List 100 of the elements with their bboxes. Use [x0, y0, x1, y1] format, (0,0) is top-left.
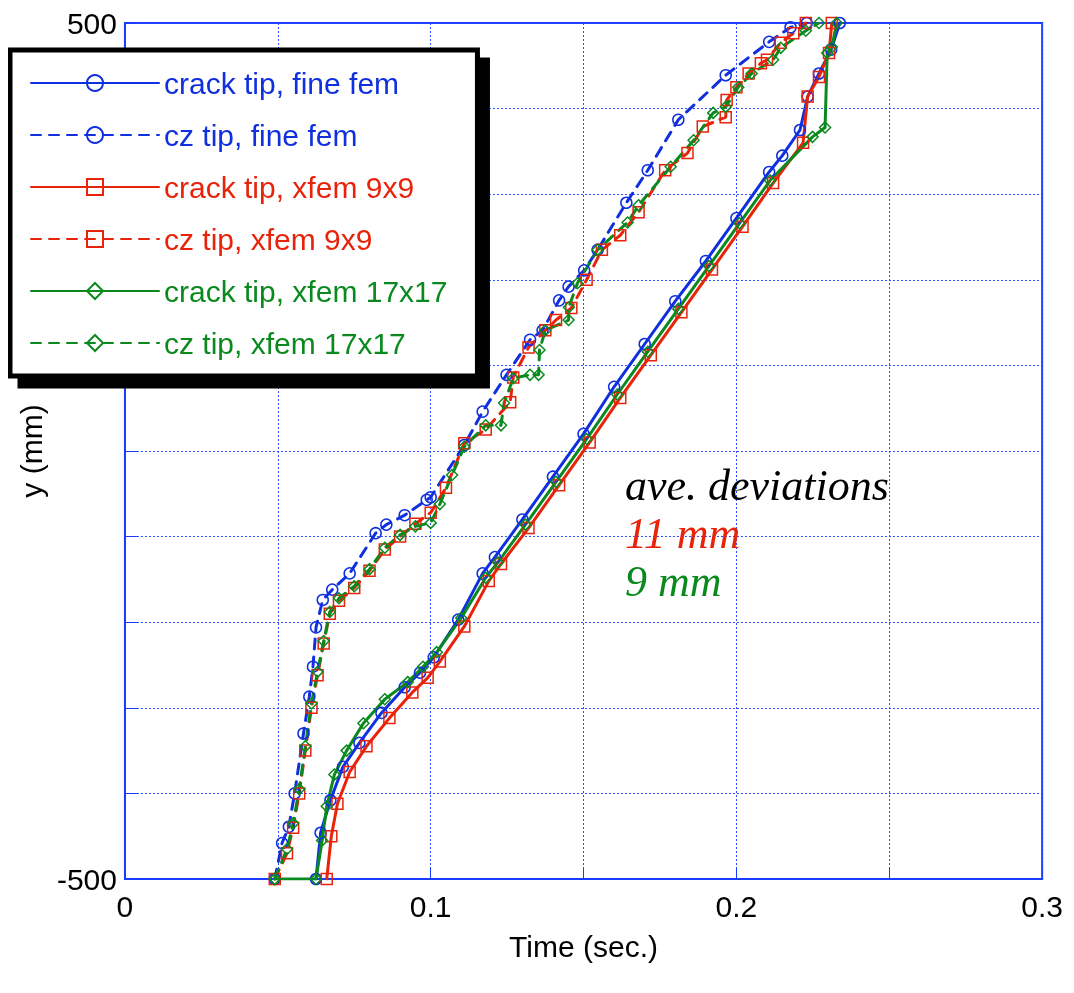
point — [331, 797, 344, 810]
x-tick-label: 0.2 — [715, 889, 758, 923]
point — [799, 24, 813, 37]
point — [784, 21, 797, 34]
annotation: ave. deviations — [625, 460, 889, 510]
point — [812, 16, 826, 30]
point — [705, 263, 719, 276]
point — [546, 470, 560, 483]
point — [325, 583, 339, 596]
point — [343, 765, 356, 779]
point — [793, 123, 807, 137]
point — [476, 405, 489, 418]
point — [523, 333, 537, 346]
point — [641, 163, 654, 177]
point — [494, 419, 508, 432]
annotation: 11 mm — [625, 508, 741, 558]
point — [580, 432, 593, 446]
point — [613, 229, 627, 242]
point — [497, 396, 511, 410]
point — [398, 508, 411, 522]
point — [275, 836, 289, 850]
point — [522, 521, 535, 535]
point — [398, 681, 411, 694]
point — [424, 516, 437, 530]
point — [549, 313, 563, 327]
point — [292, 787, 306, 800]
point — [288, 787, 301, 800]
point — [357, 716, 370, 730]
point — [383, 711, 396, 725]
point — [632, 205, 645, 219]
point — [311, 665, 324, 679]
point — [421, 671, 434, 685]
point — [571, 276, 584, 290]
point — [687, 134, 700, 147]
point — [458, 620, 471, 633]
point — [762, 165, 776, 179]
point — [309, 621, 323, 634]
point — [340, 744, 353, 757]
legend-label: crack tip, fine fem — [164, 66, 400, 100]
point — [638, 337, 651, 351]
point — [299, 740, 312, 753]
point — [420, 493, 433, 507]
y-axis-title: y (mm) — [14, 404, 48, 498]
legend-label: cz tip, xfem 9x9 — [164, 222, 373, 256]
point — [320, 799, 333, 813]
point — [360, 740, 373, 753]
point — [577, 264, 591, 277]
point — [297, 727, 310, 740]
point — [607, 380, 621, 394]
point — [303, 690, 316, 703]
point — [552, 294, 566, 307]
point — [316, 593, 329, 607]
point — [488, 550, 502, 564]
point — [672, 302, 685, 316]
point — [719, 68, 732, 82]
point — [424, 490, 437, 504]
point — [621, 216, 634, 229]
point — [282, 820, 296, 834]
point — [424, 506, 437, 519]
point — [641, 345, 654, 358]
point — [696, 120, 710, 133]
point — [719, 100, 732, 114]
point — [476, 567, 489, 580]
point — [503, 395, 517, 409]
point — [669, 294, 682, 308]
point — [672, 113, 685, 126]
x-tick-label: 0.3 — [1021, 889, 1064, 923]
point — [433, 655, 447, 668]
point — [315, 834, 329, 847]
point — [286, 821, 300, 834]
point — [583, 436, 596, 449]
point — [562, 313, 575, 327]
point — [702, 259, 716, 273]
point — [305, 697, 318, 710]
x-tick-label: 0.1 — [409, 889, 452, 923]
point — [580, 273, 593, 287]
point — [427, 651, 440, 664]
point — [336, 760, 350, 774]
x-axis-title: Time (sec.) — [509, 929, 658, 963]
legend-label: crack tip, xfem 17x17 — [164, 274, 448, 308]
point — [706, 106, 720, 120]
point — [433, 497, 447, 511]
point — [658, 163, 672, 177]
point — [806, 130, 819, 144]
y-tick-label: 500 — [66, 6, 117, 40]
point — [378, 692, 392, 706]
point — [439, 481, 453, 495]
point — [479, 571, 492, 584]
point — [280, 842, 294, 856]
point — [369, 526, 382, 540]
point — [445, 468, 459, 482]
point — [533, 343, 546, 357]
point — [353, 736, 366, 750]
point — [766, 53, 780, 67]
point — [620, 196, 633, 210]
point — [664, 160, 677, 174]
point — [375, 706, 388, 720]
point — [479, 423, 492, 436]
point — [320, 872, 333, 886]
annotation: 9 mm — [625, 556, 722, 606]
